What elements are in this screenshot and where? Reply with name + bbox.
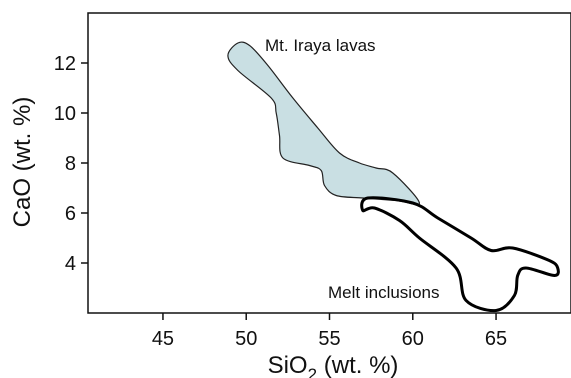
x-axis-title-subscript: 2 — [308, 365, 317, 378]
y-tick-label: 8 — [65, 153, 76, 175]
x-tick-label: 60 — [402, 328, 424, 350]
y-tick-label: 12 — [54, 53, 76, 75]
x-tick-label: 50 — [235, 328, 257, 350]
annotation-lavas: Mt. Iraya lavas — [265, 36, 376, 55]
x-tick-label: 45 — [152, 328, 174, 350]
field-mt-iraya-lavas — [227, 41, 420, 206]
field-melt-inclusions — [360, 196, 560, 313]
y-axis-ticks: 4 6 8 10 12 — [54, 53, 88, 275]
y-axis-title: CaO (wt. %) — [9, 97, 36, 228]
x-axis-title: SiO2 (wt. %) — [268, 352, 399, 378]
x-tick-label: 55 — [318, 328, 340, 350]
x-axis-ticks: 45 50 55 60 65 — [152, 313, 507, 350]
y-tick-label: 10 — [54, 103, 76, 125]
y-tick-label: 4 — [65, 253, 76, 275]
annotation-melt-inclusions: Melt inclusions — [328, 283, 440, 302]
data-fields — [227, 41, 560, 313]
x-axis-title-suffix: (wt. %) — [317, 352, 398, 378]
x-tick-label: 65 — [485, 328, 507, 350]
x-axis-title-prefix: SiO — [268, 352, 308, 378]
y-tick-label: 6 — [65, 203, 76, 225]
